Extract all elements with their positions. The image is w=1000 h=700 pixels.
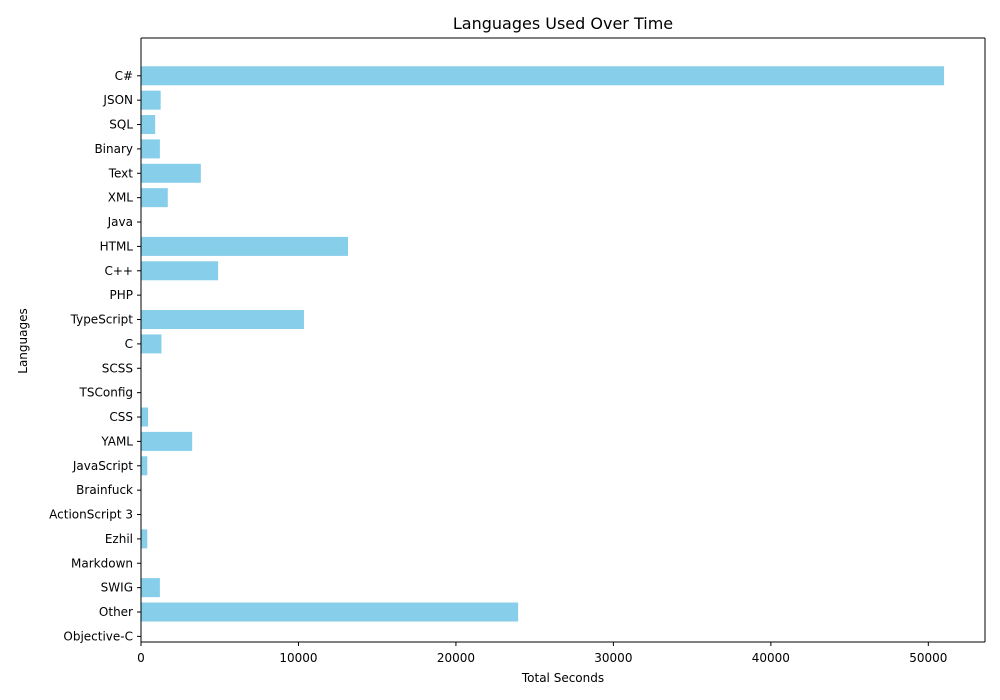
x-tick-label: 50000: [909, 651, 947, 665]
bar-binary: [141, 139, 160, 159]
y-ticks-group: C# JSON SQL Binary Text XML Java HTML C++ PHP Type…: [49, 69, 141, 643]
y-tick-label: Brainfuck: [76, 483, 133, 497]
bar-html: [141, 236, 349, 256]
y-tick-label: SCSS: [102, 361, 133, 375]
y-tick-label: C#: [115, 69, 133, 83]
y-tick-label: C++: [105, 264, 134, 278]
y-tick-label: PHP: [110, 288, 134, 302]
bar-other: [141, 602, 519, 622]
y-tick-label: JSON: [102, 93, 133, 107]
x-tick-label: 30000: [594, 651, 632, 665]
bar-sql: [141, 115, 156, 135]
bars-group: [141, 66, 945, 622]
x-axis-label: Total Seconds: [521, 671, 604, 685]
bar-yaml: [141, 431, 193, 451]
y-tick-label: Binary: [94, 142, 133, 156]
y-tick-label: TSConfig: [79, 386, 133, 400]
y-tick-label: CSS: [109, 410, 133, 424]
bar-c-: [141, 66, 945, 86]
x-ticks-group: 0 10000 20000 30000 40000 50000: [137, 642, 947, 665]
x-tick-label: 10000: [279, 651, 317, 665]
axes-group: [140, 37, 986, 643]
y-tick-label: Text: [108, 166, 134, 180]
y-tick-label: SQL: [109, 118, 133, 132]
y-tick-label: TypeScript: [70, 313, 134, 327]
y-tick-label: SWIG: [101, 581, 133, 595]
bar-xml: [141, 188, 168, 208]
y-tick-label: JavaScript: [72, 459, 133, 473]
bar-c-: [141, 261, 219, 281]
bar-c: [141, 334, 162, 354]
x-tick-label: 40000: [752, 651, 790, 665]
bar-javascript: [141, 456, 148, 476]
y-tick-label: Objective-C: [63, 629, 133, 643]
y-tick-label: Other: [99, 605, 133, 619]
y-tick-label: XML: [108, 191, 134, 205]
bar-typescript: [141, 310, 304, 330]
y-tick-label: ActionScript 3: [49, 508, 133, 522]
bar-ezhil: [141, 529, 148, 549]
y-tick-label: C: [125, 337, 133, 351]
bar-json: [141, 90, 161, 110]
x-tick-label: 0: [137, 651, 145, 665]
y-tick-label: YAML: [100, 434, 133, 448]
y-tick-label: Markdown: [71, 556, 133, 570]
x-tick-label: 20000: [437, 651, 475, 665]
bar-css: [141, 407, 149, 427]
y-tick-label: Java: [107, 215, 133, 229]
bar-text: [141, 163, 201, 183]
y-tick-label: Ezhil: [105, 532, 133, 546]
chart-title: Languages Used Over Time: [453, 14, 673, 33]
bar-swig: [141, 578, 160, 598]
y-tick-label: HTML: [100, 239, 134, 253]
y-axis-label: Languages: [16, 308, 30, 373]
